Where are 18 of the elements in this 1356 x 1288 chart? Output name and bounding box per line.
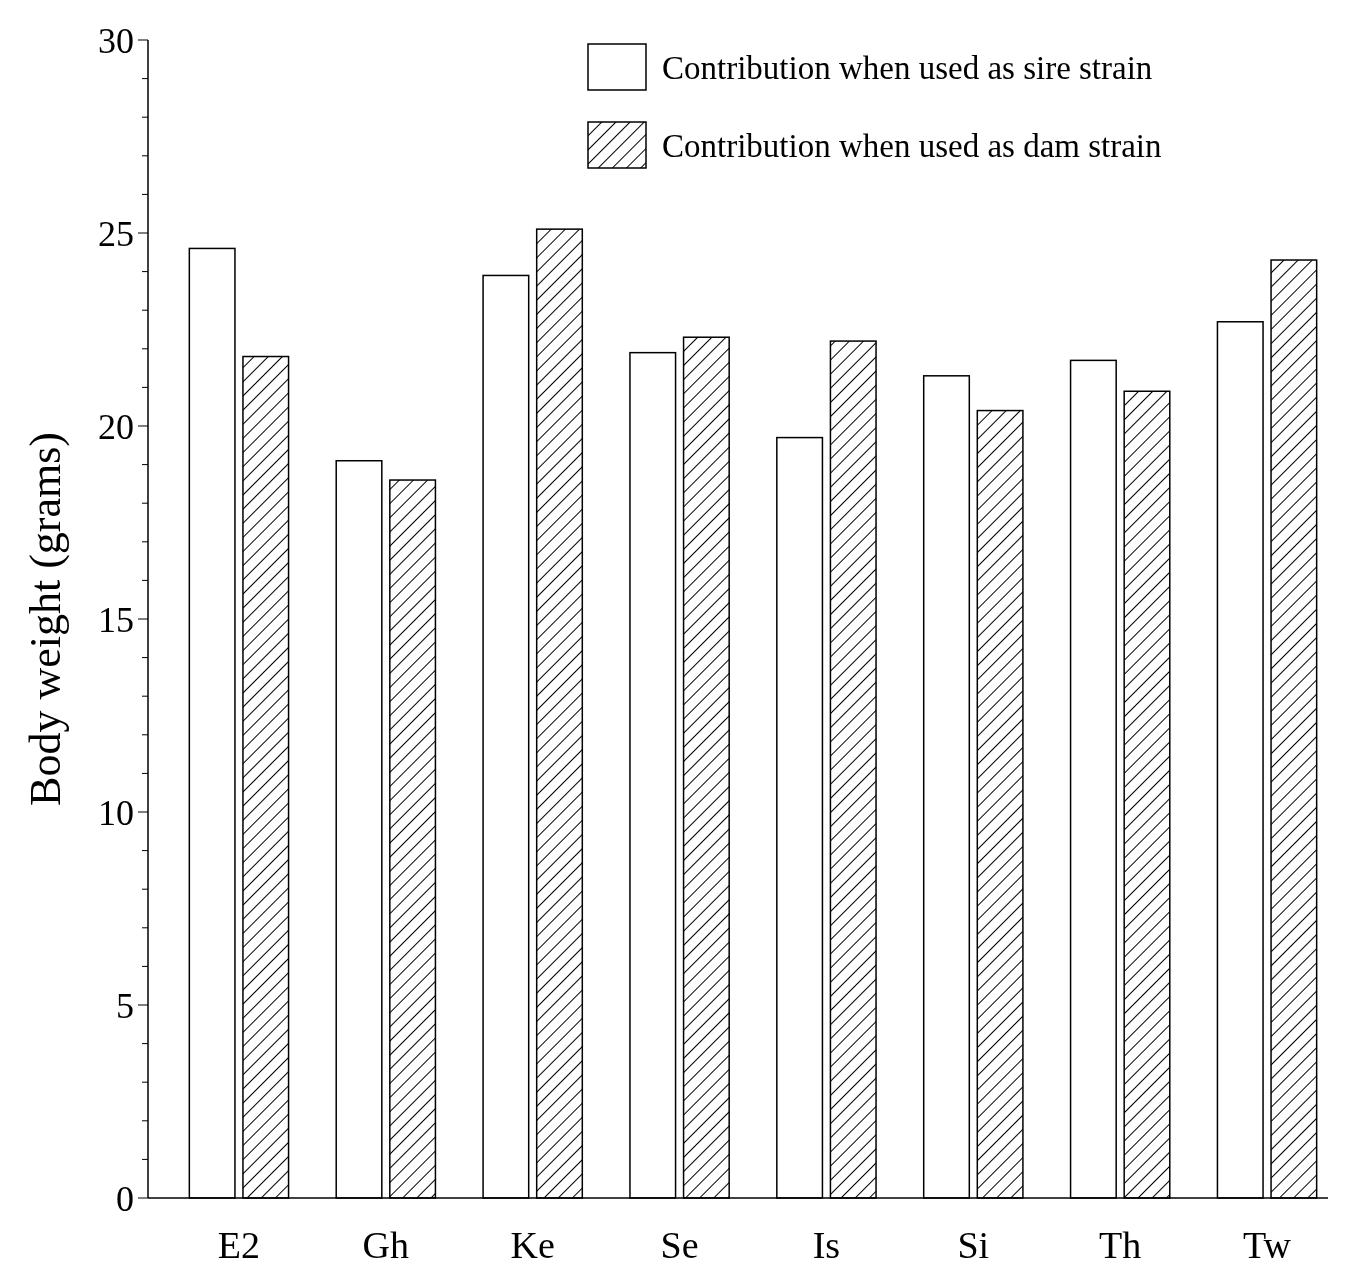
x-tick-label: Si bbox=[957, 1224, 990, 1266]
x-tick-label: Se bbox=[660, 1224, 699, 1266]
legend-label: Contribution when used as dam strain bbox=[662, 127, 1162, 164]
y-tick-label: 15 bbox=[98, 599, 134, 640]
x-tick-label: Gh bbox=[362, 1224, 410, 1266]
y-tick-label: 25 bbox=[98, 213, 134, 254]
y-tick-label: 20 bbox=[98, 406, 134, 447]
x-tick-label: Tw bbox=[1243, 1224, 1292, 1266]
x-tick-label: Is bbox=[812, 1224, 841, 1266]
y-axis-title: Body weight (grams) bbox=[21, 432, 70, 806]
y-tick-label: 10 bbox=[98, 792, 134, 833]
x-tick-label: E2 bbox=[217, 1224, 261, 1266]
y-tick-label: 5 bbox=[116, 985, 134, 1026]
legend-label: Contribution when used as sire strain bbox=[662, 49, 1153, 86]
x-tick-label: Ke bbox=[510, 1224, 555, 1266]
y-tick-label: 0 bbox=[116, 1178, 134, 1219]
y-tick-label: 30 bbox=[98, 20, 134, 61]
x-tick-label: Th bbox=[1099, 1224, 1142, 1266]
